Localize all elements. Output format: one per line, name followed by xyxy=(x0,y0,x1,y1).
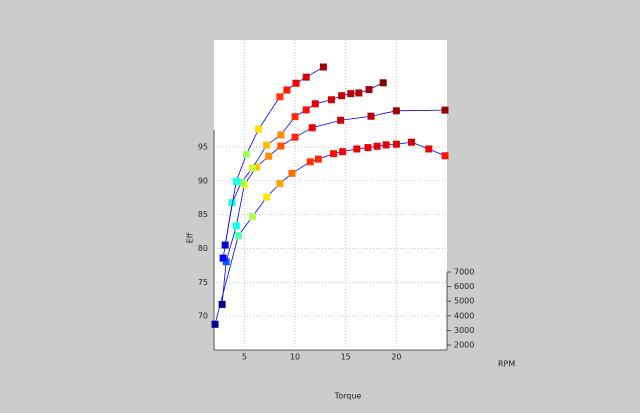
y-tick-label: 95 xyxy=(198,142,208,151)
data-point xyxy=(232,222,240,230)
data-point xyxy=(291,133,299,141)
x-tick-label: 15 xyxy=(341,353,351,362)
data-point xyxy=(263,141,271,149)
y-tick-label: 75 xyxy=(198,278,208,287)
data-point xyxy=(218,300,226,308)
data-point xyxy=(292,79,300,87)
data-point xyxy=(347,90,355,98)
data-point xyxy=(314,155,322,163)
y-tick-label: 80 xyxy=(198,244,208,253)
data-point xyxy=(367,112,375,120)
z-axis-label: RPM xyxy=(498,360,515,369)
data-point xyxy=(338,92,346,100)
data-point xyxy=(337,116,345,124)
data-point xyxy=(441,152,449,160)
data-point xyxy=(365,86,373,94)
z-tick-label: 3000 xyxy=(454,326,474,335)
data-point xyxy=(330,150,338,158)
plot-box xyxy=(214,40,447,350)
data-point xyxy=(255,125,263,133)
data-point xyxy=(373,142,381,150)
data-point xyxy=(311,100,319,108)
data-point xyxy=(253,163,261,171)
data-point xyxy=(288,169,296,177)
data-point xyxy=(353,145,361,153)
data-point xyxy=(242,150,250,158)
data-point xyxy=(302,73,310,81)
data-point xyxy=(277,142,285,150)
data-point xyxy=(222,258,230,266)
data-point xyxy=(302,106,310,114)
y-axis-label: Eff xyxy=(186,232,195,243)
data-point xyxy=(221,241,229,249)
z-tick-label: 6000 xyxy=(454,282,474,291)
data-point xyxy=(339,148,347,156)
data-point xyxy=(355,89,363,97)
data-point xyxy=(211,320,219,328)
z-tick-label: 5000 xyxy=(454,297,474,306)
data-point xyxy=(306,158,314,166)
data-point xyxy=(237,178,245,186)
z-tick-label: 7000 xyxy=(454,268,474,277)
z-tick-label: 4000 xyxy=(454,311,474,320)
data-point xyxy=(232,177,240,185)
data-point xyxy=(234,232,242,240)
y-tick-label: 90 xyxy=(198,176,208,185)
data-point xyxy=(276,179,284,187)
x-tick-label: 10 xyxy=(290,353,300,362)
data-point xyxy=(263,193,271,201)
data-point xyxy=(277,131,285,139)
data-point xyxy=(283,86,291,94)
data-point xyxy=(392,140,400,148)
data-point xyxy=(382,141,390,149)
data-point xyxy=(248,164,256,172)
data-point xyxy=(219,254,227,262)
z-tick-label: 2000 xyxy=(454,341,474,350)
data-point xyxy=(408,138,416,146)
data-point xyxy=(364,144,372,152)
data-point xyxy=(248,213,256,221)
x-tick-label: 5 xyxy=(242,353,247,362)
data-point xyxy=(379,79,387,87)
data-point xyxy=(425,145,433,153)
data-point xyxy=(308,124,316,132)
y-tick-label: 85 xyxy=(198,210,208,219)
x-axis-label: Torque xyxy=(334,392,362,401)
data-point xyxy=(291,113,299,121)
data-point xyxy=(392,107,400,115)
data-point xyxy=(441,106,449,114)
data-point xyxy=(328,96,336,104)
data-point xyxy=(319,63,327,71)
y-tick-label: 70 xyxy=(198,312,208,321)
data-point xyxy=(276,93,284,101)
data-point xyxy=(265,152,273,160)
x-tick-label: 20 xyxy=(391,353,401,362)
